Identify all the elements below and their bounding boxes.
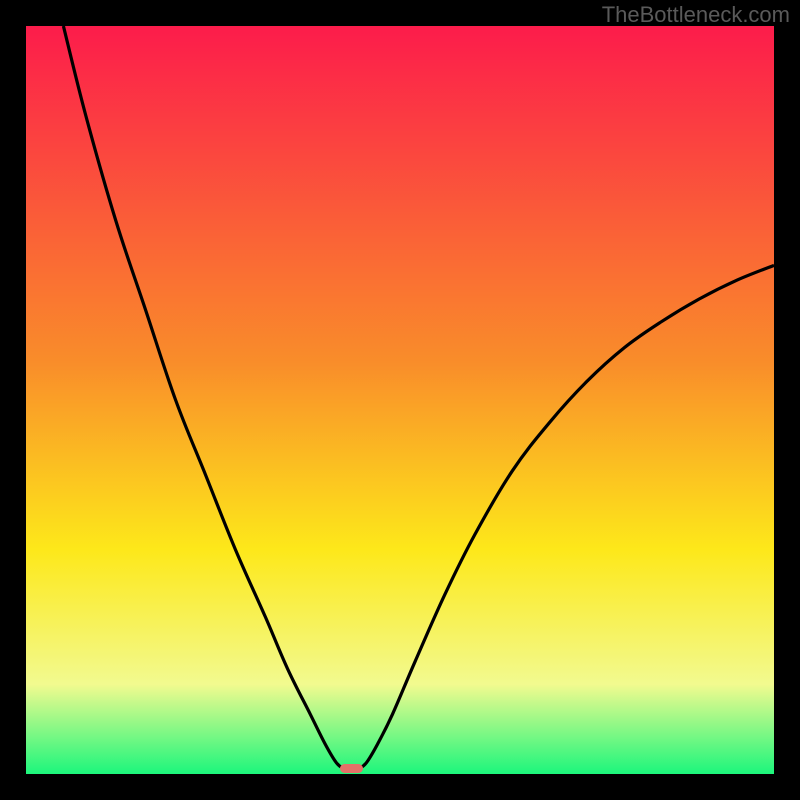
curve-svg — [26, 26, 774, 774]
curve-left-branch — [63, 26, 344, 769]
minimum-marker — [340, 764, 362, 773]
watermark-text: TheBottleneck.com — [602, 2, 790, 28]
curve-right-branch — [359, 265, 774, 768]
plot-area — [26, 26, 774, 774]
chart-container: TheBottleneck.com — [0, 0, 800, 800]
